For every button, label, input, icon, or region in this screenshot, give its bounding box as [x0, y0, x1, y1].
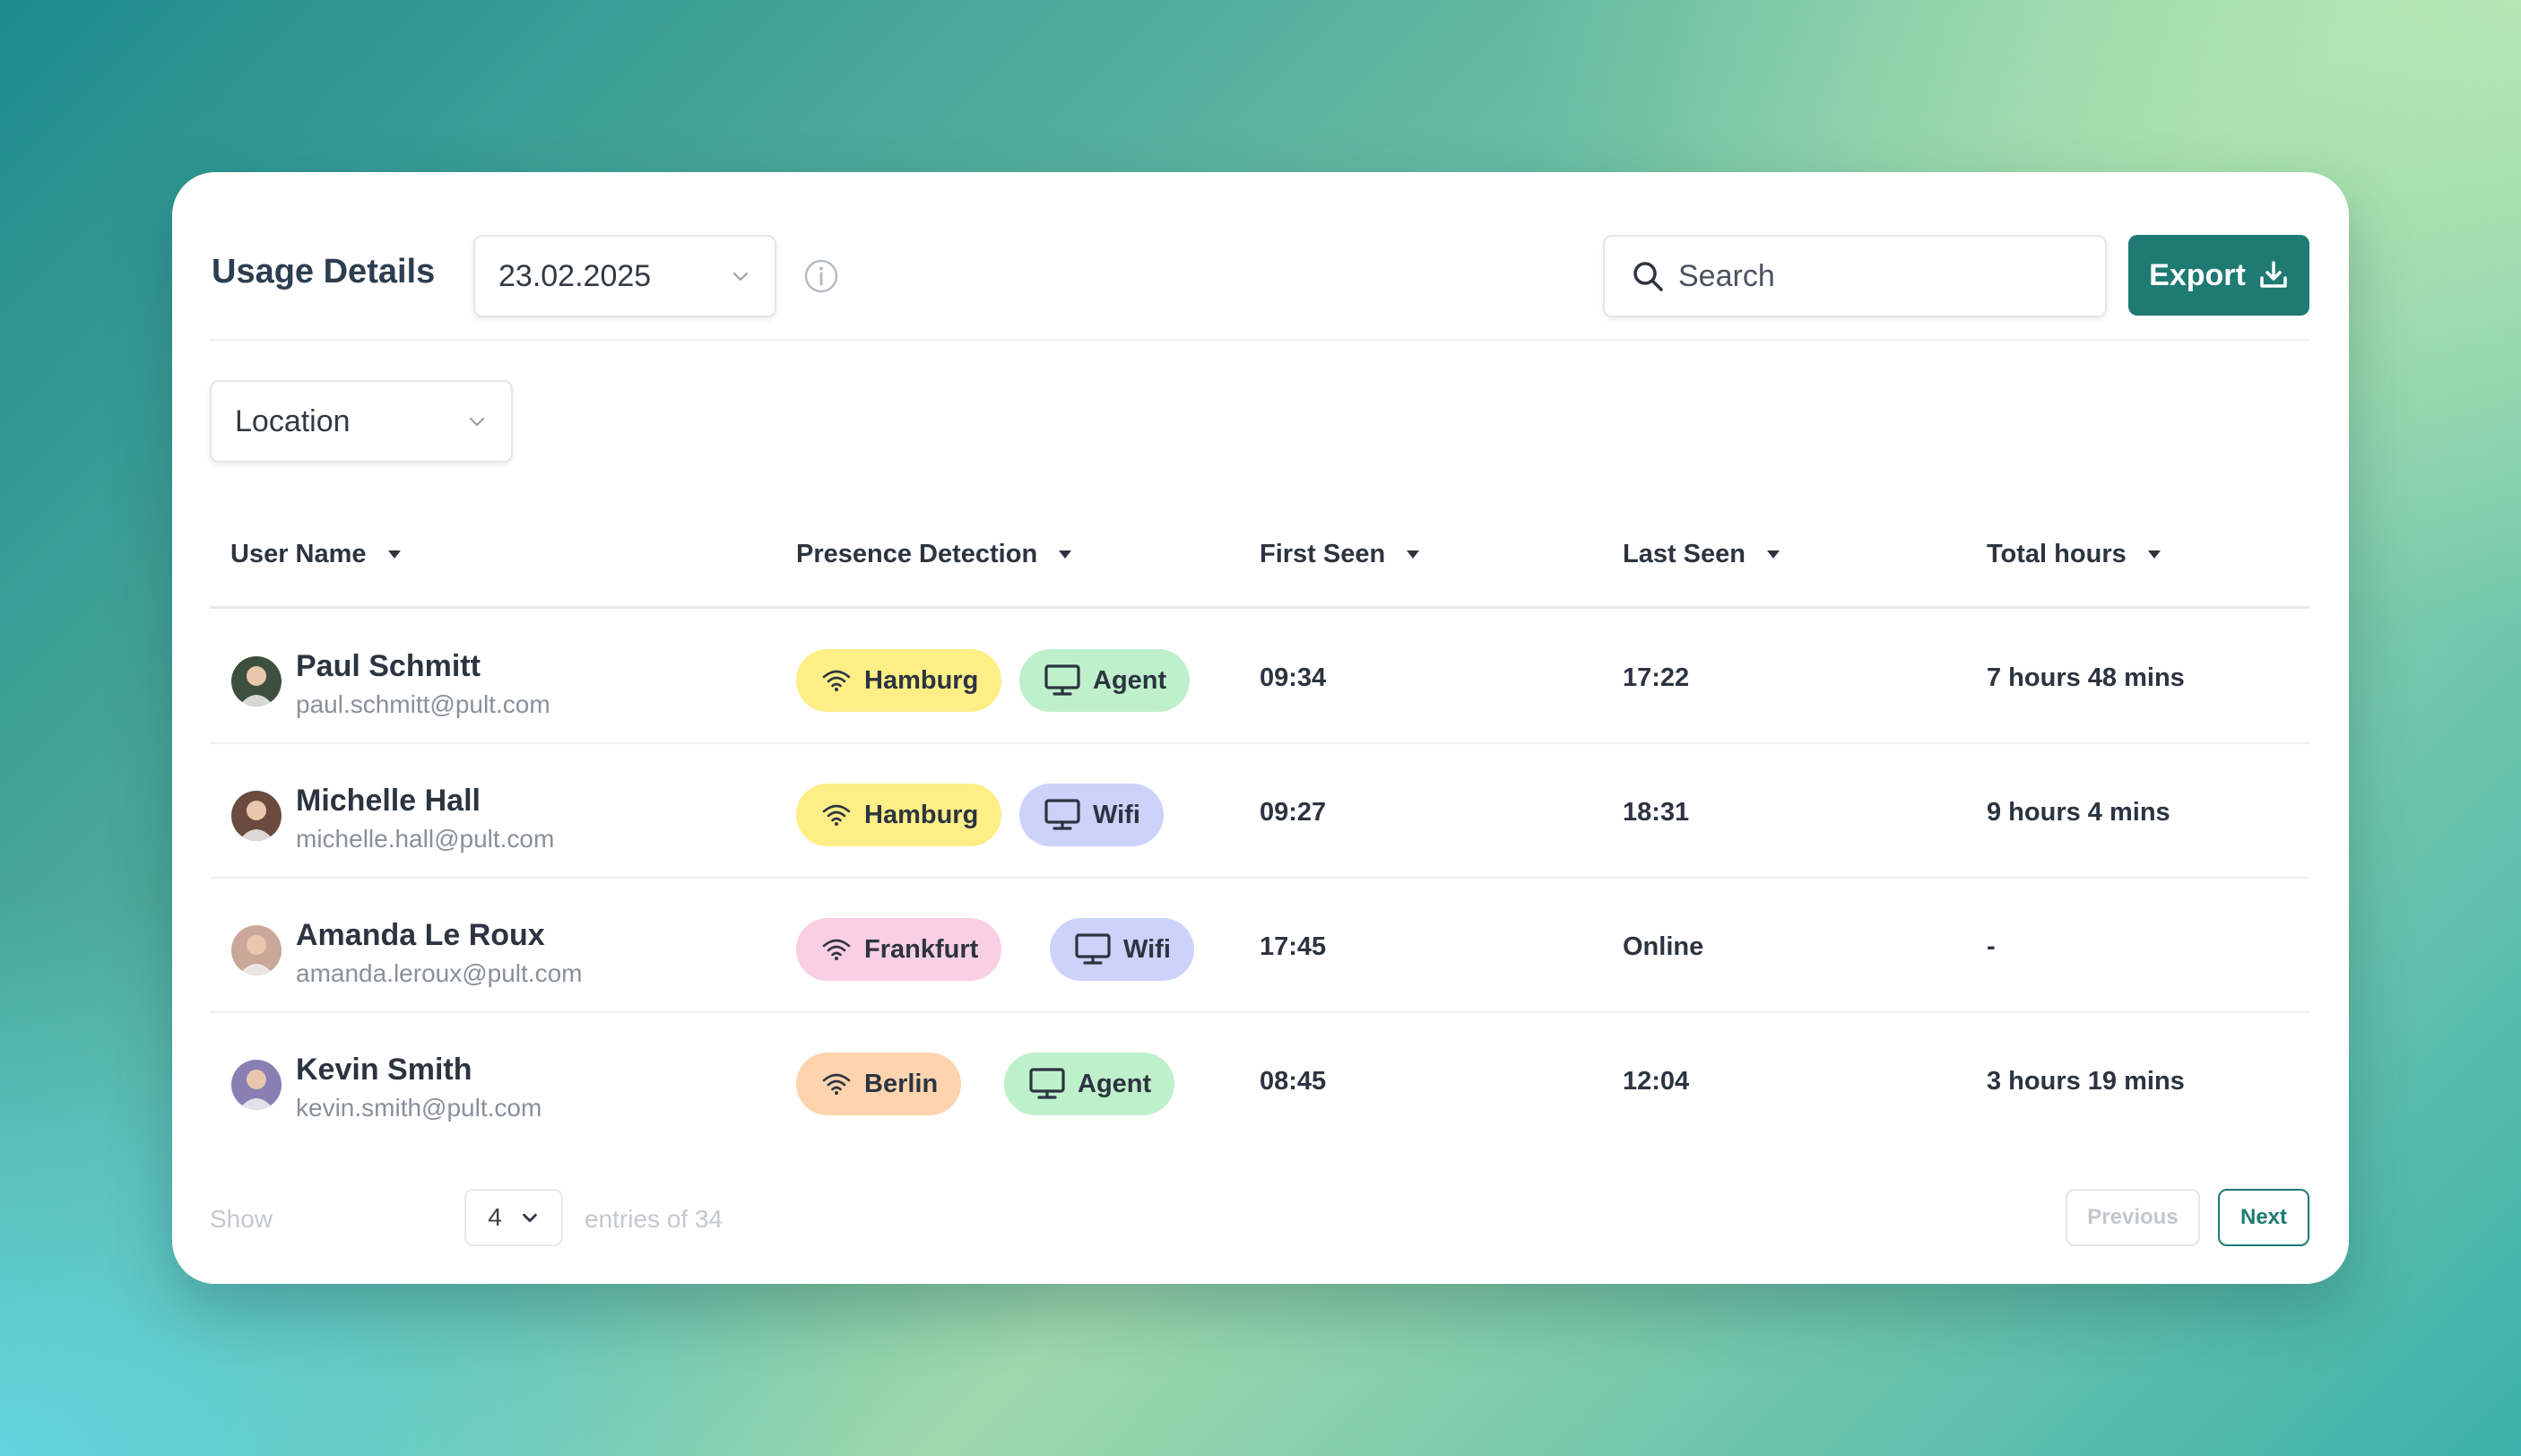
wifi-icon [822, 939, 851, 960]
detection-method-label: Agent [1093, 665, 1167, 695]
total-hours: 9 hours 4 mins [1987, 798, 2170, 827]
next-button[interactable]: Next [2218, 1189, 2309, 1246]
avatar [231, 925, 282, 975]
previous-button[interactable]: Previous [2066, 1189, 2200, 1246]
chevron-down-icon [732, 272, 749, 282]
wifi-icon [822, 1073, 851, 1095]
row-divider [210, 1011, 2309, 1013]
last-seen: Online [1623, 932, 1704, 961]
download-icon [2260, 261, 2287, 288]
table-row[interactable]: Kevin Smith kevin.smith@pult.com Berlin Age… [210, 1013, 2309, 1148]
user-email: michelle.hall@pult.com [296, 825, 555, 853]
first-seen: 17:45 [1260, 932, 1327, 961]
column-header-presence-detection[interactable]: Presence Detection [796, 540, 1072, 569]
location-label: Hamburg [864, 665, 979, 695]
column-header-total-hours[interactable]: Total hours [1987, 540, 2161, 569]
last-seen: 17:22 [1623, 663, 1690, 692]
detection-method-badge: Wifi [1050, 918, 1194, 981]
first-seen: 09:34 [1260, 663, 1327, 692]
column-label: Presence Detection [796, 540, 1038, 568]
chevron-down-icon [522, 1213, 537, 1223]
first-seen: 09:27 [1260, 798, 1327, 827]
monitor-icon [1044, 664, 1080, 696]
page-size-value: 4 [488, 1203, 502, 1231]
detection-method-badge: Wifi [1019, 784, 1164, 846]
total-hours: 7 hours 48 mins [1987, 663, 2185, 692]
avatar [231, 656, 282, 706]
sort-caret-icon [1767, 550, 1780, 559]
last-seen: 18:31 [1623, 798, 1690, 827]
user-avatar-icon [238, 666, 274, 706]
column-header-first-seen[interactable]: First Seen [1260, 540, 1420, 569]
location-badge: Frankfurt [796, 918, 1002, 981]
sort-caret-icon [387, 550, 401, 559]
table-header-divider [210, 606, 2309, 609]
sort-caret-icon [1059, 550, 1072, 559]
table-row[interactable]: Michelle Hall michelle.hall@pult.com Hambu… [210, 744, 2309, 879]
table-row[interactable]: Amanda Le Roux amanda.leroux@pult.com Fran… [210, 879, 2309, 1013]
column-label: First Seen [1260, 540, 1386, 568]
page-size-select[interactable]: 4 [464, 1189, 563, 1246]
location-label: Berlin [864, 1069, 939, 1098]
detection-method-label: Wifi [1093, 800, 1140, 829]
wifi-icon [822, 804, 851, 826]
column-header-last-seen[interactable]: Last Seen [1623, 540, 1780, 569]
export-button[interactable]: Export [2128, 235, 2309, 316]
location-badge: Berlin [796, 1053, 962, 1115]
date-select[interactable]: 23.02.2025 [473, 235, 776, 317]
total-hours: 3 hours 19 mins [1987, 1067, 2185, 1096]
location-badge: Hamburg [796, 649, 1002, 712]
user-avatar-icon [238, 935, 274, 975]
detection-method-badge: Agent [1004, 1053, 1175, 1115]
last-seen: 12:04 [1623, 1067, 1690, 1096]
search-icon [1633, 262, 1663, 291]
user-name: Michelle Hall [296, 784, 481, 818]
entries-count-label: entries of 34 [585, 1205, 723, 1233]
export-label: Export [2149, 257, 2246, 292]
user-avatar-icon [238, 801, 274, 841]
location-label: Frankfurt [864, 934, 979, 964]
column-label: Last Seen [1623, 540, 1746, 568]
wifi-icon [822, 670, 851, 691]
location-filter[interactable]: Location [210, 380, 513, 463]
total-hours: - [1987, 932, 1996, 961]
column-header-user-name[interactable]: User Name [230, 540, 401, 569]
info-icon[interactable] [803, 258, 839, 294]
user-email: paul.schmitt@pult.com [296, 690, 550, 718]
detection-method-badge: Agent [1019, 649, 1191, 712]
user-name: Kevin Smith [296, 1053, 472, 1087]
user-name: Amanda Le Roux [296, 918, 545, 952]
chevron-down-icon [469, 417, 485, 427]
location-badge: Hamburg [796, 784, 1002, 846]
search-field[interactable] [1603, 235, 2107, 317]
column-label: User Name [230, 540, 367, 568]
user-email: kevin.smith@pult.com [296, 1094, 542, 1122]
avatar [231, 791, 282, 841]
location-filter-label: Location [235, 403, 351, 438]
search-input[interactable] [1678, 258, 2055, 294]
row-divider [210, 877, 2309, 879]
date-value: 23.02.2025 [498, 258, 652, 293]
sort-caret-icon [2147, 550, 2161, 559]
detection-method-label: Agent [1078, 1069, 1152, 1098]
usage-details-card: Usage Details 23.02.2025 Export Location… [172, 172, 2349, 1284]
user-name: Paul Schmitt [296, 649, 481, 683]
row-divider [210, 742, 2309, 744]
monitor-icon [1075, 933, 1111, 965]
monitor-icon [1029, 1068, 1065, 1099]
location-label: Hamburg [864, 800, 979, 829]
sort-caret-icon [1407, 550, 1420, 559]
user-email: amanda.leroux@pult.com [296, 959, 583, 987]
page-title: Usage Details [212, 253, 436, 290]
avatar [231, 1060, 282, 1110]
monitor-icon [1044, 799, 1080, 830]
first-seen: 08:45 [1260, 1067, 1327, 1096]
header-divider [210, 339, 2309, 341]
show-label: Show [210, 1205, 273, 1233]
table-row[interactable]: Paul Schmitt paul.schmitt@pult.com Hamburg… [210, 610, 2309, 744]
detection-method-label: Wifi [1123, 934, 1171, 964]
column-label: Total hours [1987, 540, 2127, 568]
user-avatar-icon [238, 1070, 274, 1110]
